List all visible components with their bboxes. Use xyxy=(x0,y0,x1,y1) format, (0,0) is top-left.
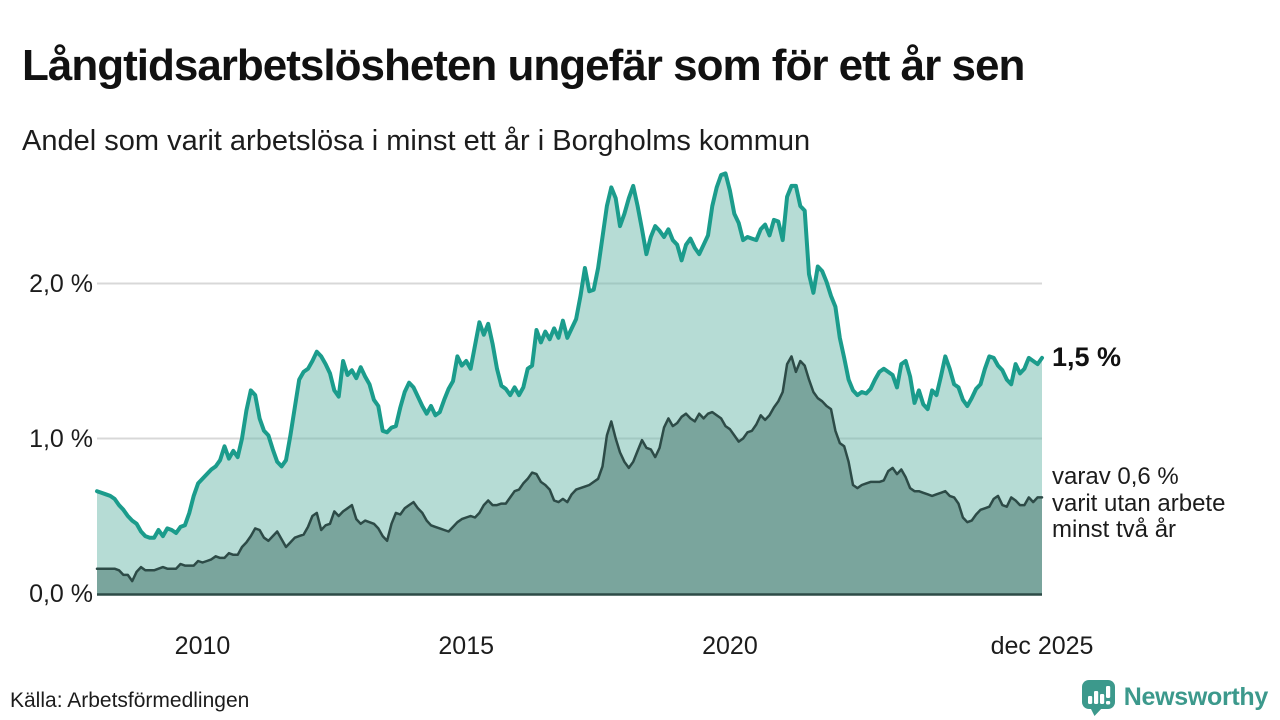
series-two-year-end-label: varav 0,6 % varit utan arbete minst två … xyxy=(1052,463,1226,544)
page-title: Långtidsarbetslösheten ungefär som för e… xyxy=(22,41,1025,91)
newsworthy-logo[interactable]: Newsworthy xyxy=(1080,678,1268,716)
x-tick-label-2020: 2020 xyxy=(702,632,758,660)
y-tick-label-2: 2,0 % xyxy=(29,269,93,298)
source-note: Källa: Arbetsförmedlingen xyxy=(10,689,250,712)
page-subtitle: Andel som varit arbetslösa i minst ett å… xyxy=(22,125,811,157)
y-tick-label-1: 1,0 % xyxy=(29,424,93,453)
series-line-0 xyxy=(95,171,1044,540)
x-tick-label-dec-2025: dec 2025 xyxy=(990,632,1094,660)
newsworthy-logo-text: Newsworthy xyxy=(1123,682,1269,711)
y-tick-label-0: 0,0 % xyxy=(29,579,93,608)
x-tick-label-2010: 2010 xyxy=(174,632,231,660)
series-area-1 xyxy=(97,356,1042,594)
newsworthy-bubble-chart-icon xyxy=(1081,680,1115,716)
series-one-year-end-label: 1,5 % xyxy=(1052,341,1122,372)
x-tick-label-2015: 2015 xyxy=(438,632,495,660)
series-line-1 xyxy=(95,355,1044,583)
